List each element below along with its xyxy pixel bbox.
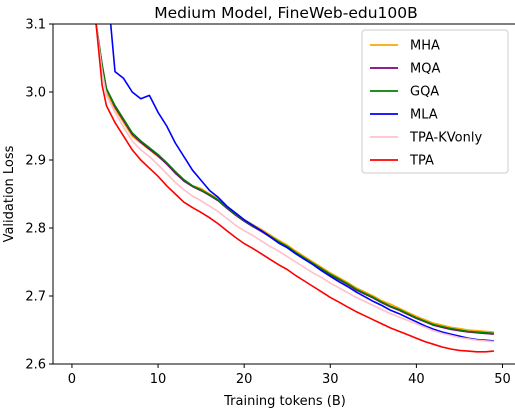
y-tick-label: 2.6 (25, 358, 46, 373)
legend-label: TPA (409, 154, 434, 169)
series-line-tpa (95, 24, 494, 353)
legend-label: TPA-KVonly (409, 131, 482, 146)
y-tick-label: 3.1 (25, 18, 46, 33)
x-tick-label: 30 (322, 372, 339, 387)
x-tick-label: 50 (494, 372, 511, 387)
legend-label: MQA (410, 62, 440, 77)
series-layer (95, 24, 494, 353)
x-tick-label: 10 (150, 372, 167, 387)
x-tick-label: 40 (408, 372, 425, 387)
y-tick-label: 3.0 (25, 86, 46, 101)
x-tick-label: 20 (236, 372, 253, 387)
series-line-mla (109, 24, 494, 342)
legend-box (361, 29, 509, 174)
plot-frame (52, 23, 515, 365)
y-tick-label: 2.9 (25, 154, 46, 169)
legend-label: MHA (410, 39, 440, 54)
legend: MHA MQA GQA MLA TPA-KVonly TPA (361, 29, 509, 174)
x-axis: 0 10 20 30 40 50 (68, 364, 511, 387)
x-axis-title: Training tokens (B) (223, 394, 346, 409)
series-line-gqa (95, 24, 494, 335)
series-line-tpa-kvonly (95, 24, 494, 343)
chart-title: Medium Model, FineWeb-edu100B (154, 4, 418, 22)
y-tick-label: 2.7 (25, 290, 46, 305)
legend-label: MLA (410, 108, 438, 123)
y-axis-title: Validation Loss (2, 145, 17, 242)
y-axis: 2.6 2.7 2.8 2.9 3.0 3.1 (25, 18, 53, 373)
y-tick-label: 2.8 (25, 222, 46, 237)
x-tick-label: 0 (68, 372, 76, 387)
legend-label: GQA (410, 85, 439, 100)
